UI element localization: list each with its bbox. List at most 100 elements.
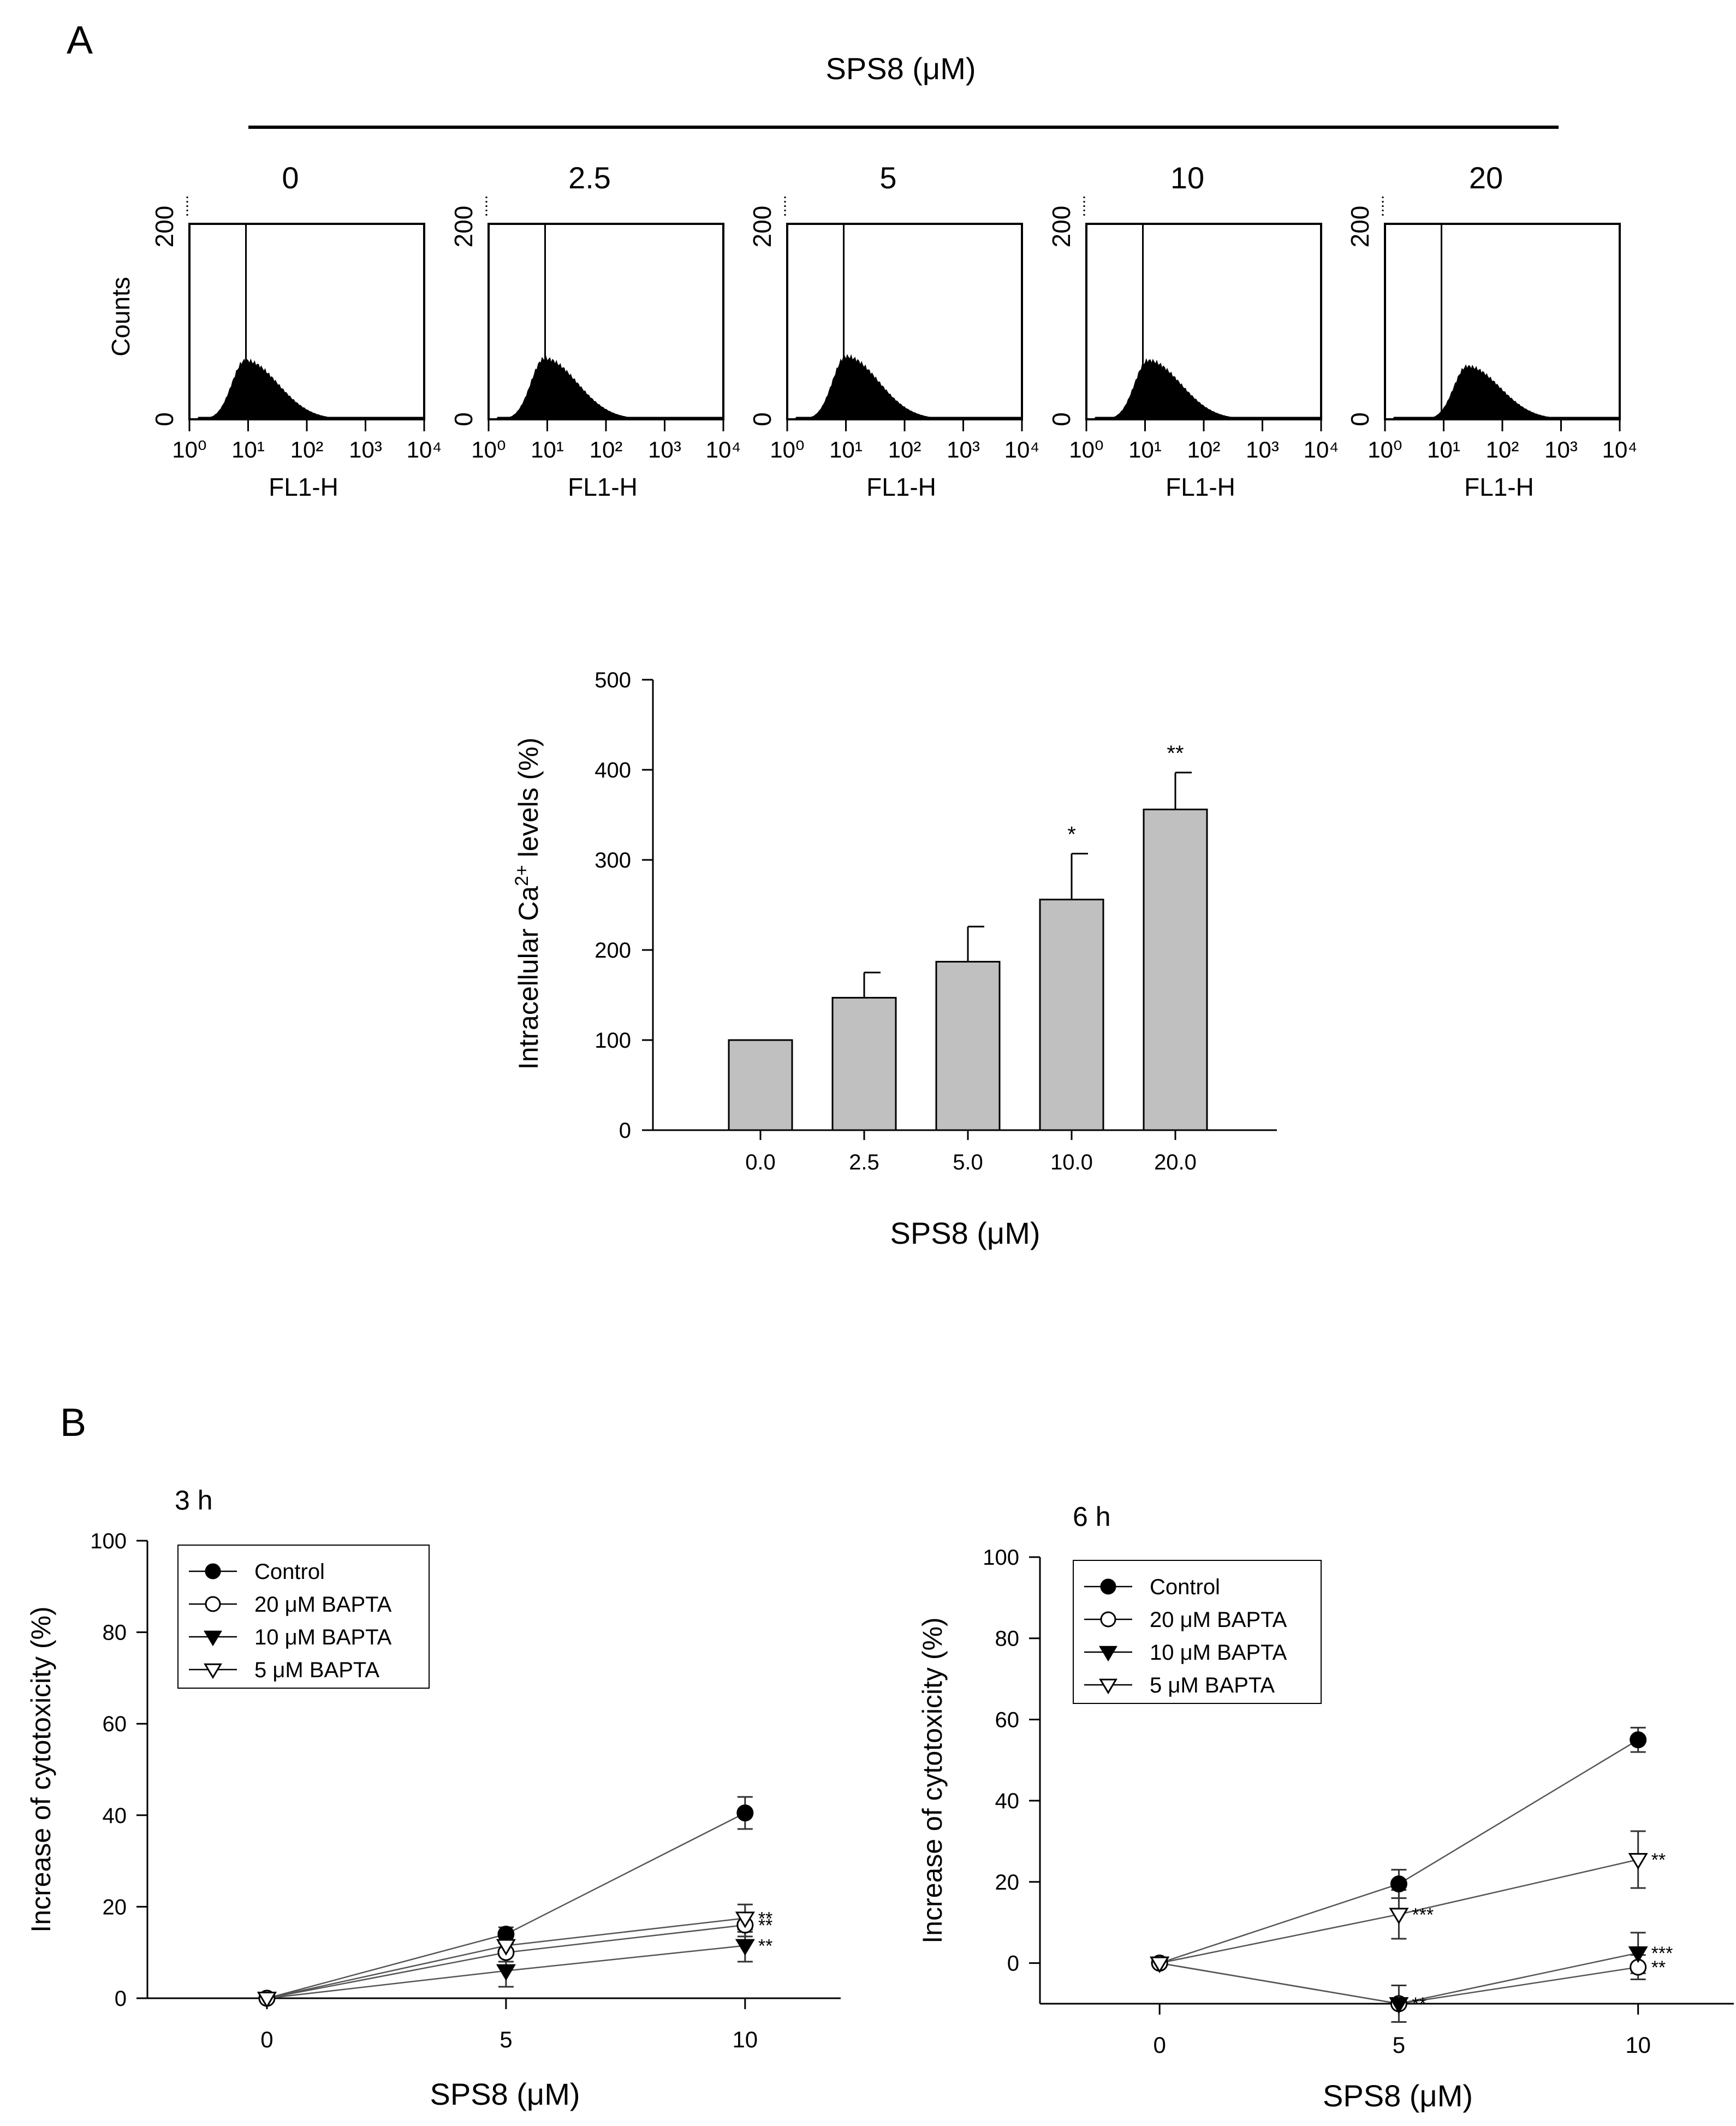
legend-label: 20 μM BAPTA: [1150, 1608, 1287, 1632]
line-ytick-label: 40: [103, 1804, 127, 1828]
histogram-area: [1385, 364, 1620, 420]
histogram-title: 0: [282, 161, 299, 195]
legend-label: 5 μM BAPTA: [254, 1658, 379, 1682]
legend-label: Control: [1150, 1575, 1220, 1599]
histogram-xtick-label: 10¹: [531, 437, 564, 462]
histogram-area: [189, 358, 425, 420]
panel-a-header: SPS8 (μM): [826, 51, 976, 86]
histogram-xtick-label: 10²: [1486, 437, 1519, 462]
histogram-xtick-label: 10³: [648, 437, 681, 462]
histogram-ytick: 200: [748, 206, 776, 248]
series-point: [1389, 1997, 1409, 2014]
histogram-xtick-label: 10⁰: [770, 437, 805, 462]
series-point: [1628, 1946, 1648, 1963]
calcium-bar-chart: 0 100 200 300 400 500 0.0 2.5 5.0 * 10.0 ** 20.0 SPS8…: [512, 668, 1277, 1250]
legend-marker: [1100, 1578, 1116, 1595]
legend: Control 20 μM BAPTA 10 μM BAPTA 5 μM BAPTA: [177, 1545, 430, 1689]
series-significance: **: [1651, 1957, 1666, 1978]
line-ytick-label: 60: [103, 1712, 127, 1736]
histogram-area: [489, 355, 724, 420]
series-point: [736, 1804, 754, 1822]
series-point: [1390, 1875, 1407, 1893]
line-xtick-label: 10: [1625, 2032, 1651, 2058]
line-ytick-label: 80: [103, 1621, 127, 1645]
line-chart-title: 6 h: [1073, 1501, 1111, 1532]
histogram-ytick: 200: [1346, 206, 1374, 248]
bar-ytick-label: 500: [594, 668, 631, 692]
histogram-xtick-label: 10¹: [1128, 437, 1162, 462]
histogram-title: 5: [879, 161, 896, 195]
histogram-xtick-label: 10³: [947, 437, 980, 462]
histogram-panel: 0 200 0 10⁰ 10¹ 10² 10³ 10⁴ FL1-H: [150, 161, 442, 501]
bar: [1143, 809, 1208, 1131]
histogram-frame: [786, 223, 1023, 420]
legend-marker: [1099, 1678, 1117, 1695]
bar-xtick-label: 20.0: [1154, 1150, 1197, 1174]
histogram-ytick: 0: [748, 412, 776, 426]
legend-marker: [204, 1630, 222, 1647]
line-xtick-label: 5: [500, 2027, 512, 2052]
histogram-row: 0 200 0 10⁰ 10¹ 10² 10³ 10⁴ FL1-H 2.5 200 0 10⁰ 10¹ 10…: [106, 161, 1637, 501]
series-significance: **: [1412, 1994, 1426, 2015]
histogram-xtick-label: 10³: [349, 437, 382, 462]
series-significance: ***: [1651, 1943, 1673, 1964]
histogram-ytick: 0: [150, 412, 179, 426]
histogram-xtick-label: 10²: [888, 437, 921, 462]
histogram-xtick-label: 10²: [1187, 437, 1221, 462]
bar-ylabel: Intracellular Ca2+ levels (%): [512, 738, 544, 1070]
histogram-area: [1086, 358, 1322, 420]
bar: [1039, 899, 1104, 1131]
line-ytick-label: 80: [995, 1627, 1020, 1651]
line-ylabel: Increase of cytotoxicity (%): [26, 1606, 56, 1932]
series-point: [496, 1964, 516, 1981]
bar-ytick-label: 400: [594, 758, 631, 782]
bar: [935, 960, 1001, 1131]
line-ytick-label: 0: [1007, 1952, 1019, 1976]
histogram-panel: 20 200 0 10⁰ 10¹ 10² 10³ 10⁴ FL1-H: [1346, 161, 1637, 501]
legend: Control 20 μM BAPTA 10 μM BAPTA 5 μM BAPTA: [1073, 1560, 1322, 1704]
line-chart-title: 3 h: [175, 1485, 213, 1516]
bar: [831, 996, 897, 1131]
bar-ytick-label: 0: [619, 1119, 631, 1143]
histogram-xtick-label: 10⁰: [1069, 437, 1104, 462]
line-xtick-label: 0: [1153, 2032, 1166, 2058]
line-xlabel: SPS8 (μM): [1323, 2079, 1473, 2113]
panel-a-label: A: [67, 19, 93, 62]
line-xlabel: SPS8 (μM): [430, 2077, 580, 2111]
histogram-xtick-label: 10⁰: [471, 437, 506, 462]
bar-xtick-label: 0.0: [745, 1150, 776, 1174]
histogram-xtick-label: 10⁰: [172, 437, 207, 462]
histogram-xtick-label: 10²: [290, 437, 324, 462]
series-significance: **: [1651, 1850, 1666, 1870]
histogram-frame: [188, 223, 425, 420]
legend-marker: [205, 1596, 221, 1612]
series-point: [735, 1911, 755, 1928]
series-point: [1630, 1731, 1647, 1749]
legend-marker: [204, 1663, 222, 1679]
histogram-ytick: 200: [1047, 206, 1075, 248]
legend-label: 20 μM BAPTA: [254, 1593, 392, 1617]
histogram-frame: [1085, 223, 1322, 420]
histogram-xtick-label: 10²: [590, 437, 623, 462]
series-point: [257, 1992, 277, 2009]
histogram-title: 2.5: [568, 161, 611, 195]
line-ylabel: Increase of cytotoxicity (%): [917, 1617, 948, 1943]
histogram-xlabel: FL1-H: [1166, 473, 1235, 501]
series-significance: ***: [1412, 1904, 1434, 1925]
histogram-ytick: 200: [449, 206, 478, 248]
legend-label: 10 μM BAPTA: [254, 1625, 392, 1649]
line-ytick-label: 60: [995, 1708, 1020, 1732]
histogram-xlabel: FL1-H: [1464, 473, 1534, 501]
histogram-xtick-label: 10¹: [1427, 437, 1460, 462]
series-significance: **: [758, 1936, 772, 1957]
histogram-title: 20: [1469, 161, 1503, 195]
histogram-ytick: 200: [150, 206, 179, 248]
legend-label: Control: [254, 1560, 325, 1584]
series-point: [1628, 1853, 1648, 1870]
line-xtick-label: 5: [1393, 2032, 1405, 2058]
histogram-xtick-label: 10⁴: [1004, 437, 1040, 462]
legend-label: 5 μM BAPTA: [1150, 1673, 1275, 1697]
histogram-xtick-label: 10¹: [829, 437, 863, 462]
line-ytick-label: 0: [115, 1987, 127, 2011]
